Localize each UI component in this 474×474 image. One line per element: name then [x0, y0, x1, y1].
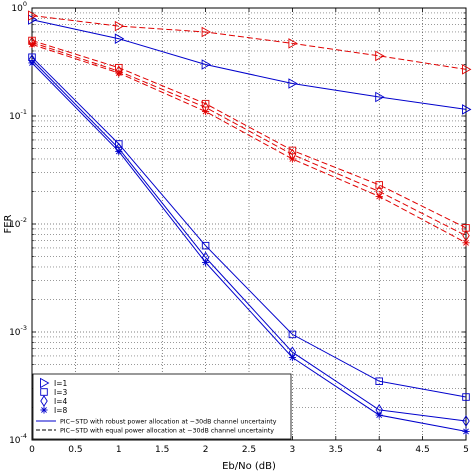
star-marker-stroke — [289, 354, 296, 361]
diamond-marker — [462, 415, 470, 427]
triangle-marker — [114, 20, 125, 32]
x-tick-label: 1 — [116, 445, 122, 455]
star-marker — [288, 353, 296, 362]
square-marker — [201, 241, 210, 250]
x-tick-label: 2.5 — [242, 445, 256, 455]
star-marker — [462, 239, 470, 247]
star-marker — [202, 107, 210, 116]
star-marker-stroke — [289, 156, 296, 162]
y-axis-label: FER — [3, 214, 14, 233]
square-marker — [375, 377, 383, 385]
series-line-equal-square — [31, 40, 467, 229]
diamond-marker — [40, 395, 48, 407]
star-marker-stroke — [376, 412, 383, 419]
star-marker-stroke — [29, 60, 35, 66]
square-marker — [288, 146, 297, 155]
star-marker — [462, 427, 470, 436]
series-line-robust-square — [31, 56, 467, 398]
star-marker-stroke — [463, 239, 469, 246]
x-tick-label: 0 — [29, 445, 35, 455]
legend-label: PIC−STD with equal power allocation at −… — [60, 428, 274, 435]
star-marker-stroke — [202, 259, 209, 266]
series-line-equal-diamond — [31, 41, 467, 237]
grid-lines — [32, 8, 466, 440]
star-marker-stroke — [115, 148, 122, 155]
square-marker — [375, 181, 383, 189]
triangle-marker — [288, 78, 298, 89]
legend-label: I=1 — [54, 379, 67, 388]
triangle-marker — [462, 64, 472, 75]
star-marker-stroke — [202, 108, 209, 115]
triangle-marker — [375, 91, 385, 103]
star-marker-stroke — [29, 41, 35, 48]
x-axis-label: Eb/No (dB) — [222, 461, 276, 472]
square-marker — [115, 140, 123, 148]
triangle-marker — [288, 38, 298, 49]
series-line-equal-triangle — [31, 15, 467, 70]
star-marker — [115, 147, 123, 156]
star-marker — [288, 155, 296, 163]
triangle-marker — [114, 33, 125, 44]
x-tick-label: 4 — [376, 445, 382, 455]
star-marker-stroke — [376, 193, 383, 200]
y-tick-label: 10-1 — [9, 108, 27, 122]
triangle-marker — [375, 50, 385, 62]
star-marker — [28, 40, 36, 49]
star-marker-stroke — [463, 428, 469, 435]
legend-box — [32, 373, 292, 440]
triangle-marker — [462, 104, 472, 115]
triangle-marker — [40, 377, 50, 389]
series-line-robust-triangle — [31, 19, 467, 110]
x-tick-label: 4.5 — [415, 445, 429, 455]
x-tick-label: 3 — [290, 445, 296, 455]
triangle-marker — [201, 26, 212, 38]
legend-label: PIC−STD with robust power allocation at … — [60, 419, 277, 426]
y-tick-label: 100 — [11, 0, 27, 14]
star-marker — [40, 406, 48, 414]
star-marker — [115, 69, 123, 77]
star-marker — [375, 192, 383, 201]
x-tick-label: 2 — [203, 445, 209, 455]
legend-label: I=3 — [54, 388, 67, 397]
y-tick-label: 10-4 — [9, 432, 27, 446]
star-marker — [202, 258, 210, 267]
x-tick-label: 0.5 — [68, 445, 82, 455]
series-layer — [28, 10, 472, 436]
star-marker — [375, 411, 383, 419]
triangle-marker — [28, 10, 38, 21]
x-tick-label: 5 — [463, 445, 469, 455]
y-tick-label: 10-3 — [9, 324, 27, 338]
star-marker-stroke — [41, 407, 47, 413]
legend-label: I=8 — [54, 406, 67, 415]
series-line-robust-star — [31, 62, 467, 432]
series-line-equal-star — [31, 43, 467, 244]
star-marker — [28, 59, 36, 67]
square-marker — [462, 393, 470, 401]
star-marker-stroke — [115, 70, 122, 76]
legend-label: I=4 — [54, 397, 67, 406]
x-tick-label: 3.5 — [329, 445, 343, 455]
square-marker — [288, 330, 297, 339]
series-line-robust-diamond — [31, 59, 467, 422]
triangle-marker — [201, 59, 212, 70]
x-tick-label: 1.5 — [155, 445, 169, 455]
legend: I=1I=3I=4I=8 PIC−STD with robust power al… — [32, 373, 292, 440]
